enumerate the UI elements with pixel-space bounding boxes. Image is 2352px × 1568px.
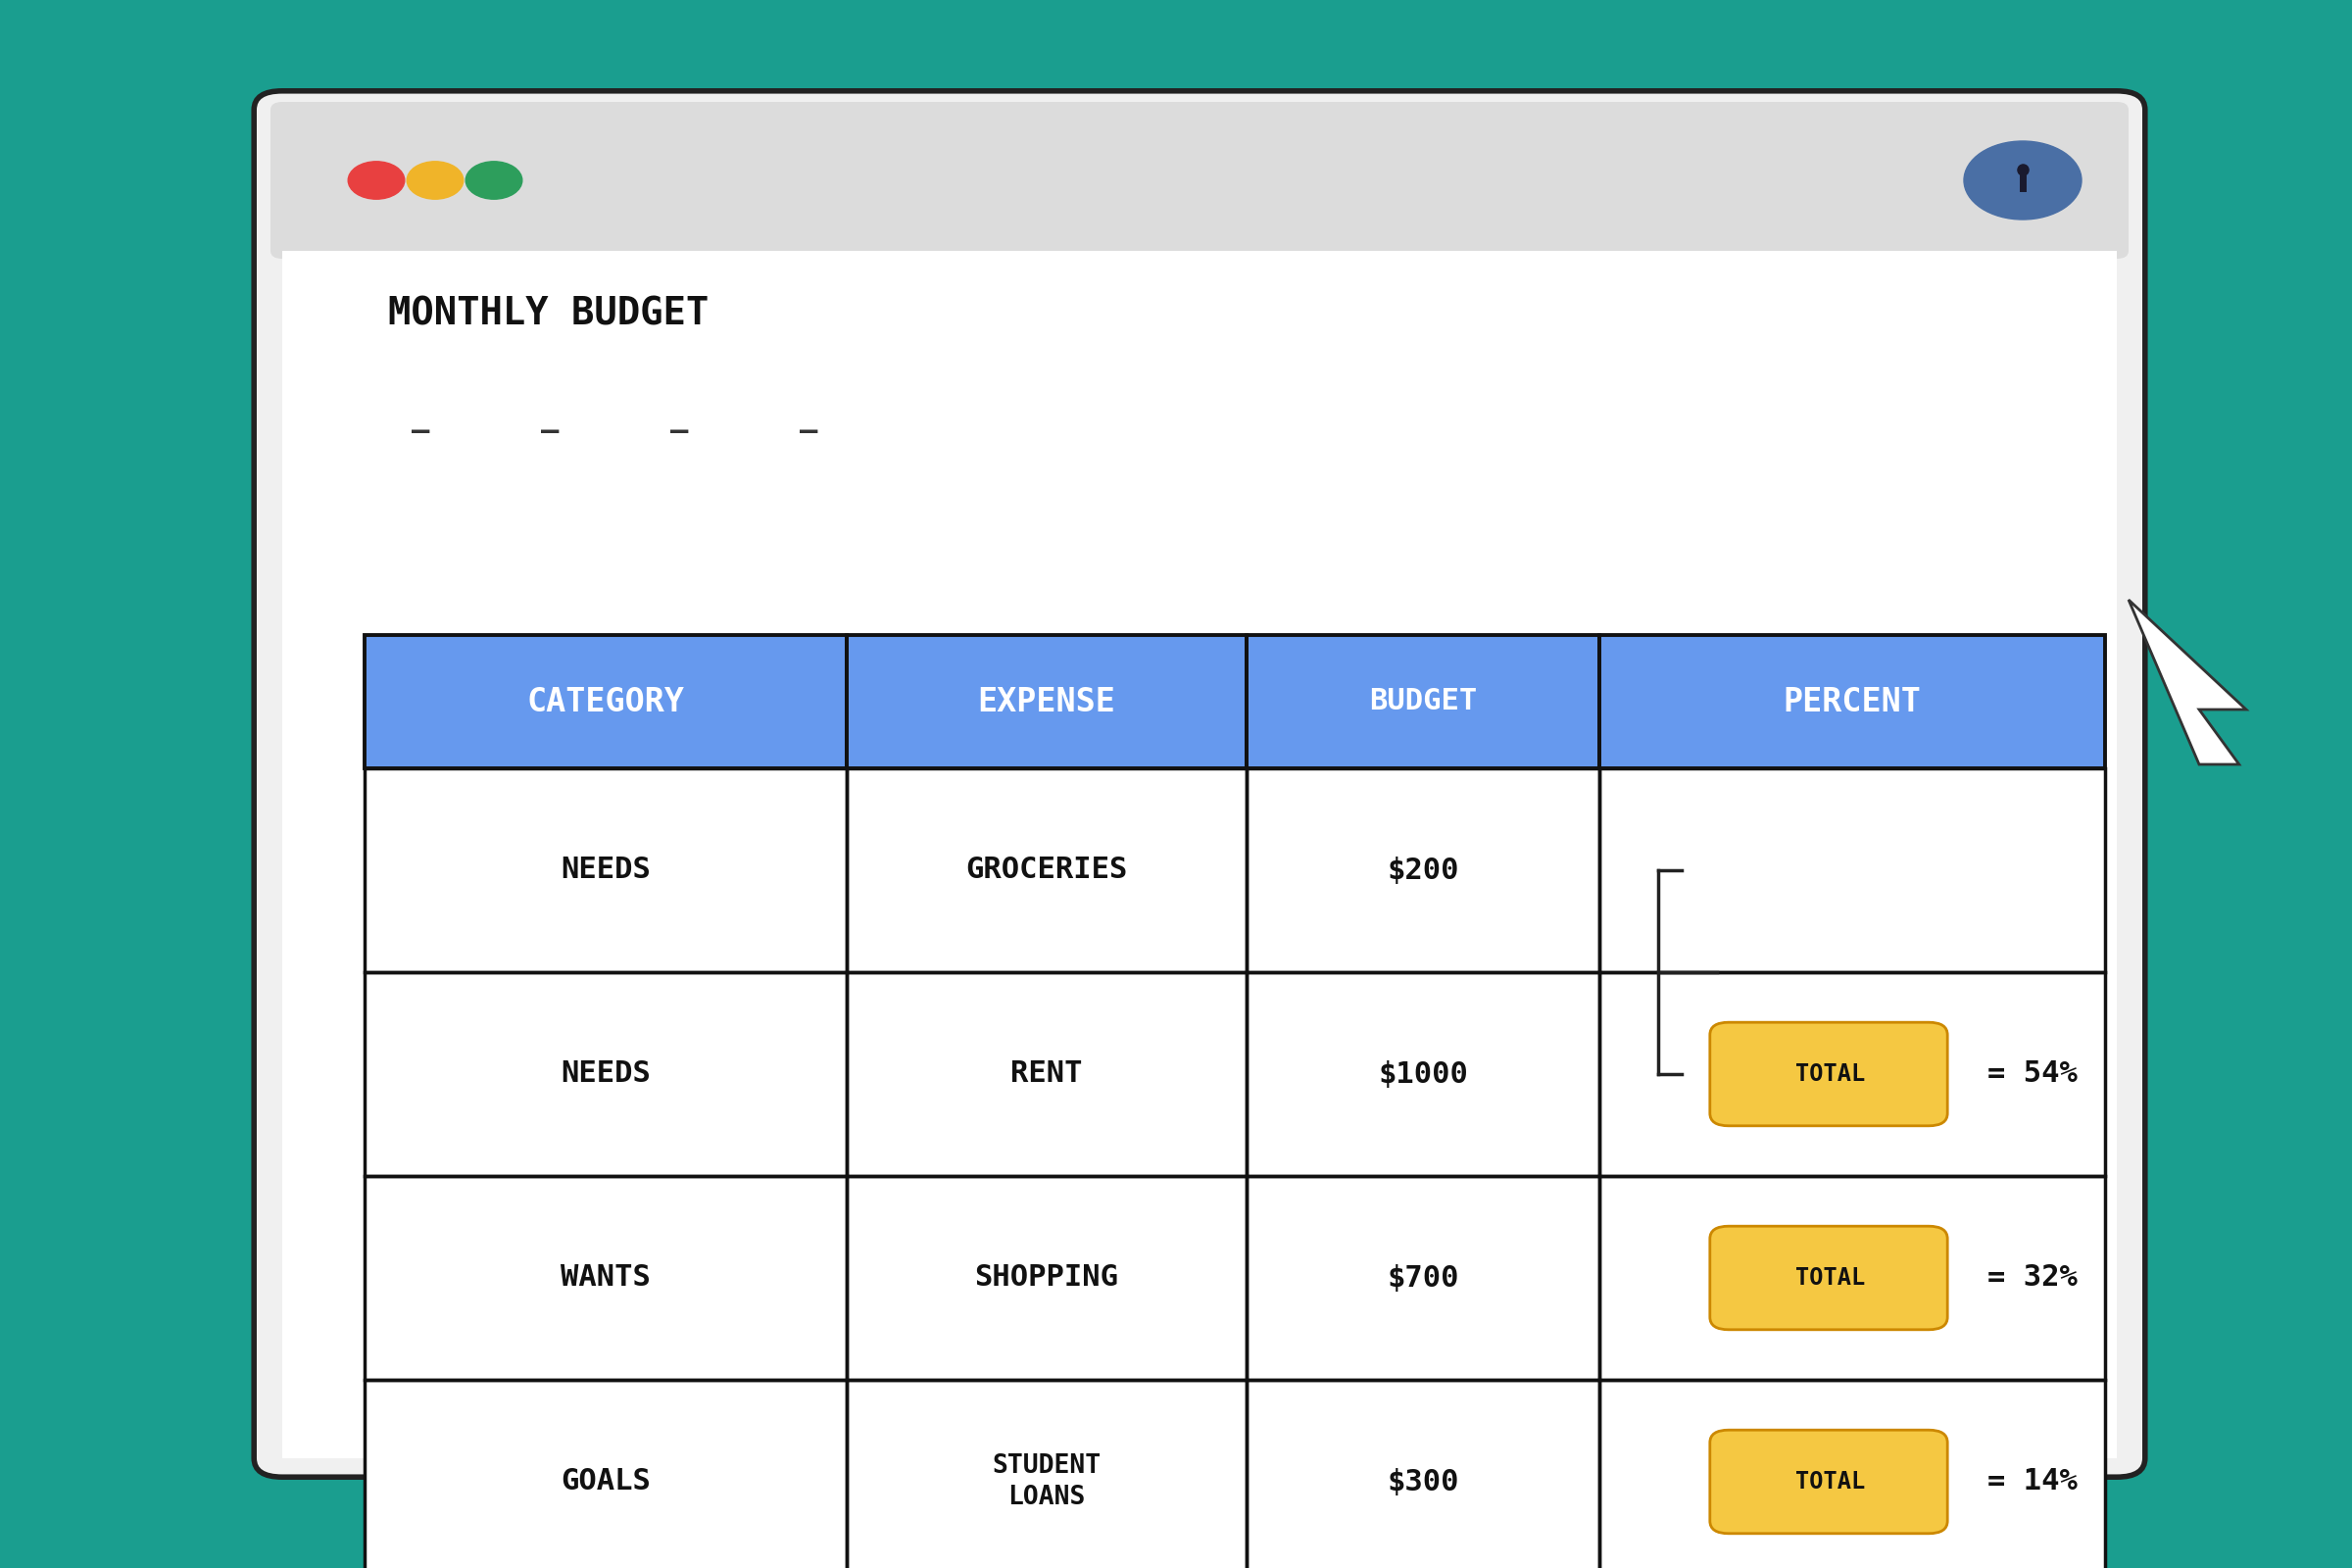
Bar bbox=[1247, 1380, 1599, 1568]
Text: BUDGET: BUDGET bbox=[1369, 687, 1477, 717]
Bar bbox=[1599, 1380, 2105, 1568]
Bar bbox=[847, 1176, 1247, 1380]
Bar bbox=[365, 1380, 847, 1568]
Text: NEEDS: NEEDS bbox=[560, 856, 652, 884]
Bar bbox=[365, 1176, 847, 1380]
Bar bbox=[1599, 972, 2105, 1176]
Text: PERCENT: PERCENT bbox=[1783, 685, 1922, 718]
Text: GOALS: GOALS bbox=[560, 1468, 652, 1496]
Bar bbox=[365, 1176, 847, 1380]
Bar bbox=[847, 1380, 1247, 1568]
Bar bbox=[1247, 768, 1599, 972]
Bar bbox=[365, 1380, 847, 1568]
Text: STUDENT
LOANS: STUDENT LOANS bbox=[993, 1454, 1101, 1510]
Text: = 54%: = 54% bbox=[1987, 1060, 2077, 1088]
Bar bbox=[1247, 972, 1599, 1176]
Bar bbox=[1247, 1176, 1599, 1380]
FancyBboxPatch shape bbox=[270, 102, 2129, 259]
Text: = 32%: = 32% bbox=[1987, 1264, 2077, 1292]
Bar bbox=[365, 768, 847, 972]
Bar bbox=[1599, 1380, 2105, 1568]
Text: —: — bbox=[412, 417, 430, 445]
Text: $700: $700 bbox=[1388, 1264, 1458, 1292]
FancyBboxPatch shape bbox=[1710, 1022, 1947, 1126]
Text: RENT: RENT bbox=[1011, 1060, 1082, 1088]
Bar bbox=[365, 972, 847, 1176]
Text: TOTAL: TOTAL bbox=[1795, 1063, 1865, 1085]
Bar bbox=[365, 635, 2105, 768]
Text: MONTHLY BUDGET: MONTHLY BUDGET bbox=[388, 295, 708, 332]
Circle shape bbox=[407, 162, 463, 199]
Text: = 14%: = 14% bbox=[1987, 1468, 2077, 1496]
Text: CATEGORY: CATEGORY bbox=[527, 685, 684, 718]
Bar bbox=[847, 972, 1247, 1176]
Text: SHOPPING: SHOPPING bbox=[974, 1264, 1120, 1292]
Bar bbox=[1247, 635, 1599, 768]
Text: $300: $300 bbox=[1388, 1468, 1458, 1496]
Bar bbox=[1247, 1176, 1599, 1380]
Text: $1000: $1000 bbox=[1378, 1060, 1468, 1088]
Circle shape bbox=[466, 162, 522, 199]
Bar bbox=[1247, 972, 1599, 1176]
Bar bbox=[1599, 1176, 2105, 1380]
Bar bbox=[1599, 768, 2105, 972]
Text: WANTS: WANTS bbox=[560, 1264, 652, 1292]
Bar bbox=[365, 972, 847, 1176]
Circle shape bbox=[1964, 141, 2082, 220]
Bar bbox=[847, 768, 1247, 972]
Bar bbox=[847, 768, 1247, 972]
Text: —: — bbox=[541, 417, 560, 445]
Bar bbox=[1599, 1176, 2105, 1380]
Text: NEEDS: NEEDS bbox=[560, 1060, 652, 1088]
Bar bbox=[1599, 972, 2105, 1176]
Text: —: — bbox=[800, 417, 818, 445]
Bar bbox=[847, 972, 1247, 1176]
Bar bbox=[1247, 768, 1599, 972]
FancyBboxPatch shape bbox=[1710, 1430, 1947, 1534]
Bar bbox=[1599, 768, 2105, 972]
Text: TOTAL: TOTAL bbox=[1795, 1471, 1865, 1493]
FancyBboxPatch shape bbox=[1710, 1226, 1947, 1330]
Bar bbox=[847, 1380, 1247, 1568]
Text: —: — bbox=[670, 417, 689, 445]
Bar bbox=[847, 635, 1247, 768]
Circle shape bbox=[348, 162, 405, 199]
Bar bbox=[365, 635, 847, 768]
Text: EXPENSE: EXPENSE bbox=[978, 685, 1115, 718]
FancyBboxPatch shape bbox=[282, 251, 2117, 1458]
Bar bbox=[1247, 1380, 1599, 1568]
Text: TOTAL: TOTAL bbox=[1795, 1267, 1865, 1289]
Bar bbox=[365, 768, 847, 972]
Polygon shape bbox=[2129, 601, 2246, 765]
Text: GROCERIES: GROCERIES bbox=[967, 856, 1127, 884]
Bar bbox=[1599, 635, 2105, 768]
Text: $200: $200 bbox=[1388, 856, 1458, 884]
Bar bbox=[847, 1176, 1247, 1380]
FancyBboxPatch shape bbox=[254, 91, 2145, 1477]
